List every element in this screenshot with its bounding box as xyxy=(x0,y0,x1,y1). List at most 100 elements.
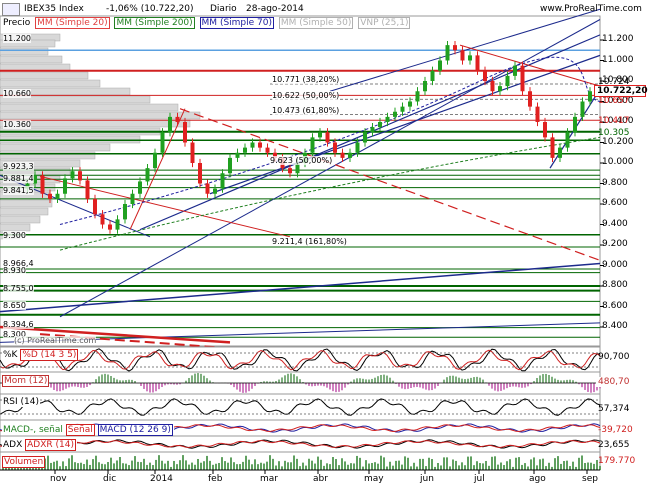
momentum-bar xyxy=(251,383,253,389)
volume-bar xyxy=(329,464,331,470)
momentum-bar xyxy=(422,383,424,389)
momentum-bar xyxy=(275,381,277,383)
momentum-bar xyxy=(470,377,472,383)
momentum-bar xyxy=(395,383,397,384)
candle-body xyxy=(130,193,135,204)
volume-bar xyxy=(407,457,409,470)
volume-bar xyxy=(569,466,571,470)
volume-bar xyxy=(383,457,385,470)
candle-body xyxy=(258,142,262,148)
toolbar-icon[interactable] xyxy=(2,3,20,16)
candle-body xyxy=(318,132,322,138)
candle-body xyxy=(265,147,270,153)
panel-volume-label: Volumen xyxy=(2,456,46,468)
volume-bar xyxy=(269,455,271,470)
volume-bar xyxy=(470,456,472,470)
candle-body xyxy=(535,106,540,122)
volume-bar xyxy=(143,458,145,470)
current-price-tag: 10.722,20 xyxy=(594,85,648,97)
momentum-bar xyxy=(173,383,175,385)
volume-bar xyxy=(443,457,445,470)
volume-bar xyxy=(545,466,547,470)
volume-bar xyxy=(497,464,499,470)
site-label: www.ProRealTime.com xyxy=(540,4,642,14)
candle-body xyxy=(63,178,67,194)
volume-bar xyxy=(410,466,412,470)
momentum-bar xyxy=(107,374,109,383)
candle-body xyxy=(363,132,367,143)
momentum-bar xyxy=(386,375,388,383)
candle-body xyxy=(243,147,247,153)
momentum-bar xyxy=(176,383,178,385)
momentum-bar xyxy=(161,383,163,388)
volume-bar xyxy=(323,465,325,470)
month-nov: nov xyxy=(50,474,67,484)
volume-bar xyxy=(56,460,58,470)
momentum-bar xyxy=(425,383,427,390)
momentum-bar xyxy=(113,377,115,383)
volume-bar xyxy=(485,460,487,470)
momentum-bar xyxy=(296,376,298,383)
momentum-bar xyxy=(491,383,493,389)
volume-bar xyxy=(350,463,352,470)
legend-ma20[interactable]: MM (Simple 20) xyxy=(35,17,110,29)
volume-bar xyxy=(530,459,532,470)
candle-body xyxy=(588,91,592,102)
left-level-0: 11.200 xyxy=(3,34,31,43)
candle-body xyxy=(295,163,300,174)
volume-bar xyxy=(95,455,97,470)
volume-bar xyxy=(353,463,355,470)
momentum-bar xyxy=(515,383,517,387)
momentum-bar xyxy=(476,376,478,383)
price-tick-label: 10.600 xyxy=(602,95,634,106)
panel-rsi-label: RSI (14) xyxy=(2,397,40,407)
volume-bar xyxy=(446,457,448,470)
momentum-bar xyxy=(461,378,463,383)
candle-body xyxy=(565,132,570,148)
momentum-bar xyxy=(530,383,532,385)
momentum-bar xyxy=(584,383,586,390)
volume-bar xyxy=(494,456,496,470)
candle-body xyxy=(400,106,405,112)
momentum-bar xyxy=(443,379,445,383)
legend-ma70[interactable]: MM (Simple 70) xyxy=(199,17,275,29)
momentum-bar xyxy=(131,379,133,383)
month-dic: dic xyxy=(103,474,117,484)
momentum-bar xyxy=(320,383,322,386)
watermark: (c) ProRealTime.com xyxy=(14,336,97,345)
momentum-bar xyxy=(398,383,400,387)
volume-bar xyxy=(194,464,196,470)
volume-bar xyxy=(254,459,256,470)
candle-body xyxy=(370,127,375,133)
fib-label-61: 10.473 (61,80%) xyxy=(272,106,340,115)
candle-body xyxy=(408,101,412,107)
momentum-bar xyxy=(95,379,97,383)
volume-bar xyxy=(578,457,580,470)
left-level-10: 8.650 xyxy=(3,301,26,310)
volume-bar xyxy=(413,462,415,470)
volume-bar xyxy=(281,466,283,470)
momentum-bar xyxy=(419,383,421,388)
momentum-bar xyxy=(152,383,154,393)
month-feb: feb xyxy=(208,474,223,484)
price-tick-label: 10.800 xyxy=(602,75,634,85)
volume-bar xyxy=(80,462,82,470)
price-tick-label: 10.200 xyxy=(602,136,634,147)
trendline-red xyxy=(0,325,231,344)
price-tick-label: 9.800 xyxy=(602,177,628,188)
legend-ma200[interactable]: MM (Simple 200) xyxy=(114,17,195,29)
volume-profile-bar xyxy=(0,95,151,104)
legend-ma50[interactable]: MM (Simple 50) xyxy=(278,17,354,29)
candle-body xyxy=(108,224,112,230)
candle-body xyxy=(438,60,442,71)
volume-bar xyxy=(152,465,154,470)
candle-body xyxy=(273,152,277,158)
momentum-bar xyxy=(242,383,244,393)
macd-line xyxy=(0,423,601,433)
volume-bar xyxy=(395,460,397,470)
legend-vnp[interactable]: VNP (25,1) xyxy=(358,17,411,29)
volume-bar xyxy=(296,458,298,470)
panel-stoch-label: %K %D (14 3 5) xyxy=(2,349,80,361)
ma70-line xyxy=(59,56,601,225)
